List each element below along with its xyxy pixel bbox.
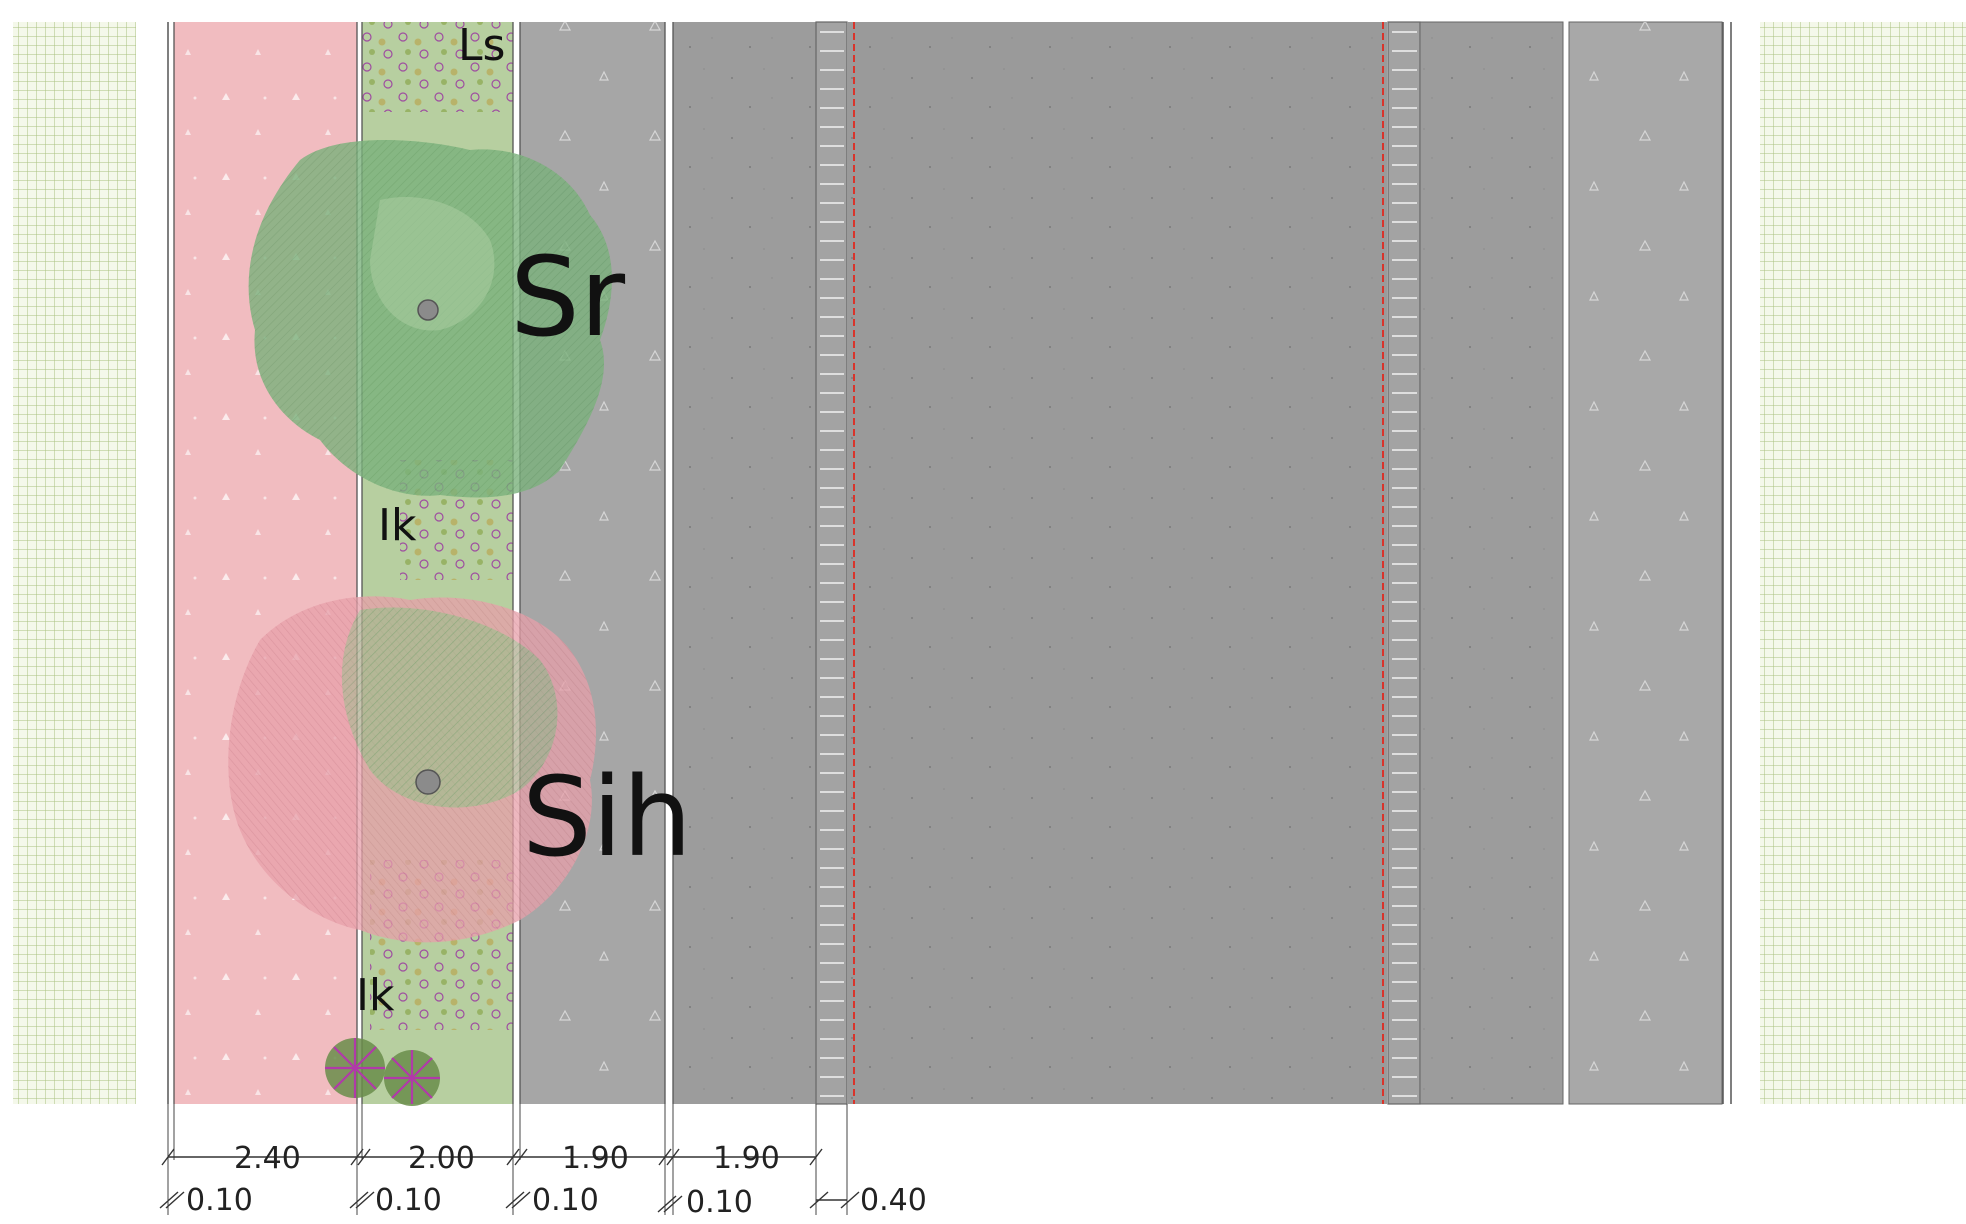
plant-label-sr: Sr xyxy=(510,233,626,361)
dimension-line-row-1 xyxy=(161,1148,823,1166)
plant-label-ls: Ls xyxy=(458,20,505,71)
plant-label-ik-lower: Ik xyxy=(356,970,395,1021)
right-sidewalk-texture xyxy=(1569,22,1722,1104)
dimension-width-4: 1.90 xyxy=(713,1141,780,1176)
right-grass-area xyxy=(1760,22,1966,1104)
right-lane-texture xyxy=(1420,22,1563,1104)
dimension-width-1: 2.40 xyxy=(234,1141,301,1176)
parking-lane-texture xyxy=(673,22,816,1104)
plant-label-sih: Sih xyxy=(522,753,692,881)
rail-rungs-right xyxy=(1392,31,1417,1097)
dimension-gap-4: 0.10 xyxy=(686,1185,753,1220)
carriageway-texture xyxy=(847,22,1387,1104)
tree-trunk-sih xyxy=(415,769,441,795)
shrub-cluster xyxy=(325,1038,440,1106)
dimension-gap-1: 0.10 xyxy=(186,1183,253,1218)
dimension-line-row-2 xyxy=(159,1191,860,1213)
rail-rungs-left xyxy=(820,31,844,1097)
tree-canopy-sih xyxy=(228,596,596,943)
dimension-width-3: 1.90 xyxy=(562,1141,629,1176)
planting-strip-flowers xyxy=(362,22,513,112)
dimension-gap-3: 0.10 xyxy=(532,1183,599,1218)
left-grass-area xyxy=(13,22,136,1104)
dimension-gap-5: 0.40 xyxy=(860,1183,927,1218)
plant-label-ik-upper: Ik xyxy=(378,500,417,551)
dimension-width-2: 2.00 xyxy=(408,1141,475,1176)
dimension-gap-2: 0.10 xyxy=(375,1183,442,1218)
tree-trunk-sr xyxy=(417,299,439,321)
